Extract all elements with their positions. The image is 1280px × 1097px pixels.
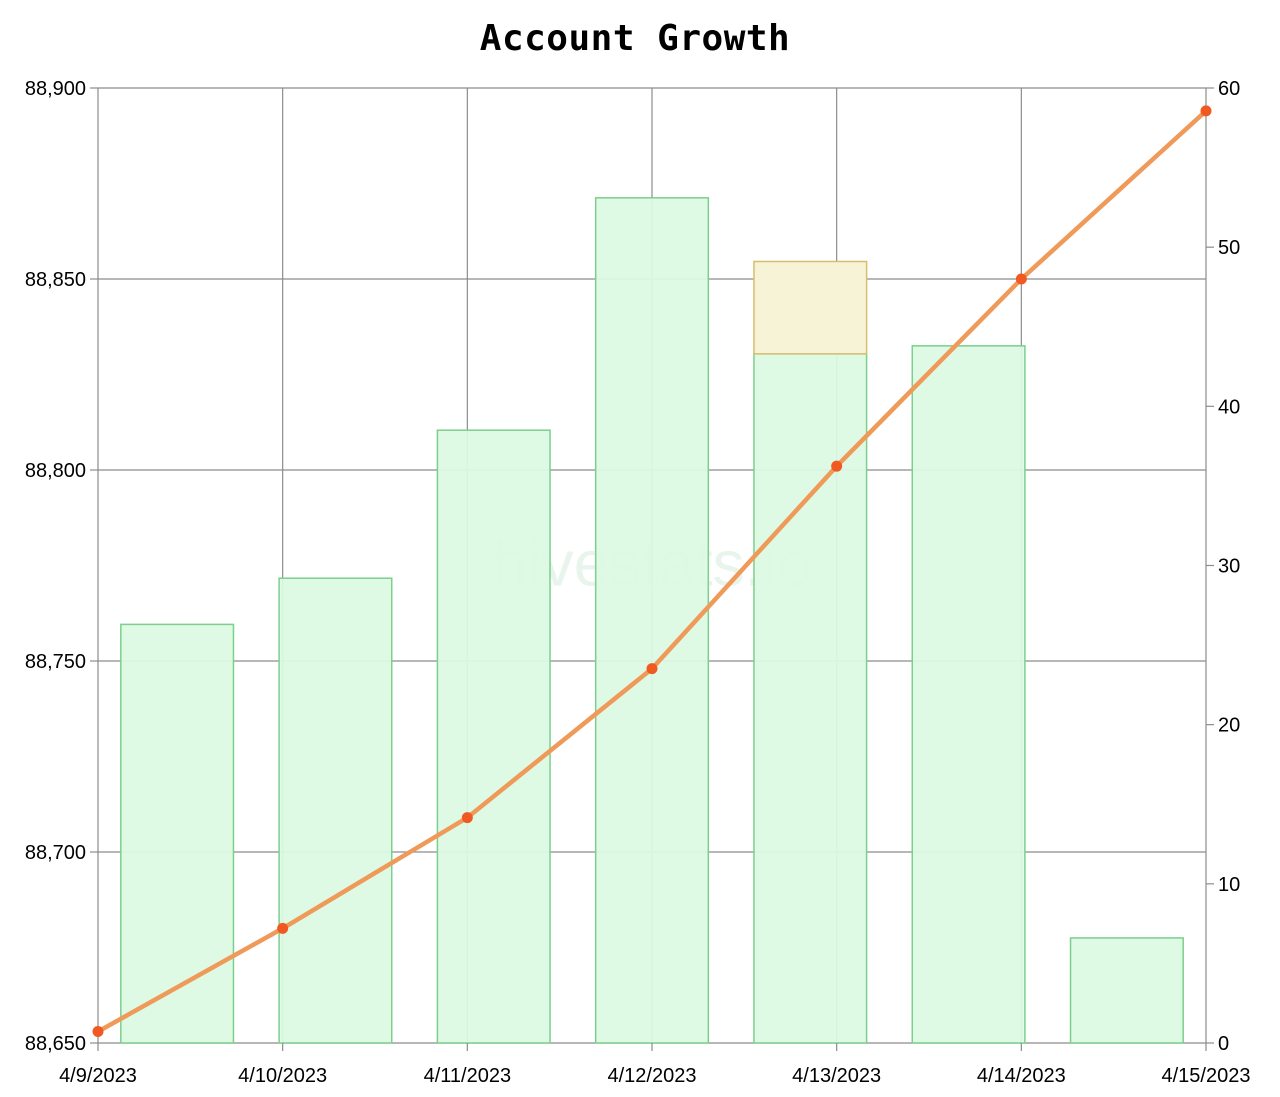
left-tick-label: 88,850 bbox=[25, 269, 86, 291]
chart-title: Account Growth bbox=[479, 18, 791, 59]
right-tick-label: 50 bbox=[1218, 237, 1240, 259]
x-tick-label: 4/11/2023 bbox=[424, 1065, 512, 1087]
bar bbox=[120, 623, 235, 1044]
series-point bbox=[646, 663, 658, 675]
right-tick-label: 0 bbox=[1218, 1033, 1229, 1055]
left-tick-label: 88,800 bbox=[25, 460, 86, 482]
series-point bbox=[1200, 105, 1212, 117]
bar bbox=[1069, 937, 1184, 1044]
left-tick-label: 88,750 bbox=[25, 651, 86, 673]
bar bbox=[911, 345, 1026, 1044]
x-tick-label: 4/12/2023 bbox=[608, 1065, 697, 1087]
bar-extra-segment bbox=[753, 260, 868, 355]
x-tick-label: 4/14/2023 bbox=[977, 1065, 1066, 1087]
bar bbox=[594, 197, 710, 1044]
x-tick-label: 4/10/2023 bbox=[238, 1065, 327, 1087]
bar bbox=[278, 577, 393, 1044]
right-tick-label: 60 bbox=[1218, 78, 1240, 100]
x-tick-label: 4/15/2023 bbox=[1162, 1065, 1251, 1087]
x-tick-label: 4/13/2023 bbox=[792, 1065, 881, 1087]
left-tick-label: 88,650 bbox=[25, 1033, 86, 1055]
series-point bbox=[277, 922, 289, 934]
series-point bbox=[1015, 273, 1027, 285]
bar bbox=[753, 353, 868, 1044]
right-tick-label: 30 bbox=[1218, 556, 1240, 578]
series-point bbox=[831, 460, 843, 472]
bar bbox=[436, 429, 551, 1044]
left-tick-label: 88,700 bbox=[25, 842, 86, 864]
right-tick-label: 20 bbox=[1218, 715, 1240, 737]
right-tick-label: 10 bbox=[1218, 874, 1240, 896]
series-point bbox=[461, 812, 473, 824]
x-tick-label: 4/9/2023 bbox=[59, 1065, 137, 1087]
right-tick-label: 40 bbox=[1218, 396, 1240, 418]
left-tick-label: 88,900 bbox=[25, 78, 86, 100]
series-point bbox=[92, 1026, 104, 1038]
